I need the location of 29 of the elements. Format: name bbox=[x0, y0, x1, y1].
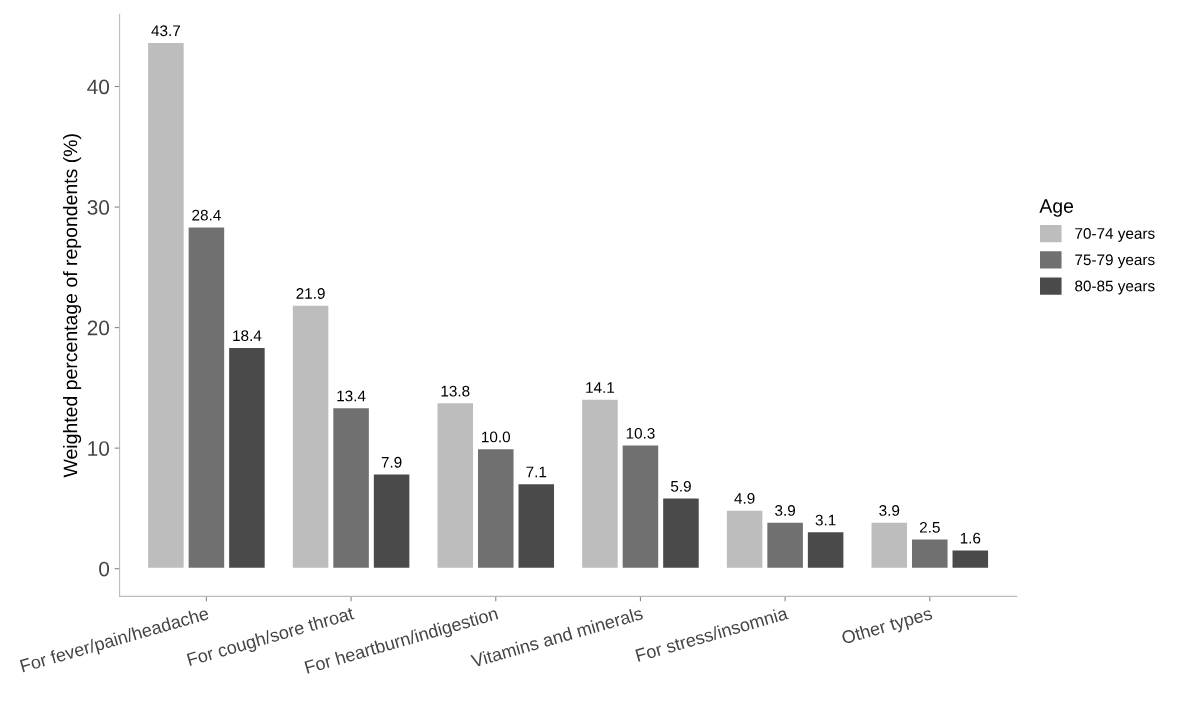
y-axis-title: Weighted percentage of repondents (%) bbox=[63, 134, 82, 478]
data-label: 28.4 bbox=[192, 209, 221, 221]
y-tick-label: 30 bbox=[87, 200, 110, 215]
data-label: 1.6 bbox=[960, 532, 981, 544]
data-label: 3.9 bbox=[879, 505, 900, 516]
y-tick-label: 20 bbox=[87, 320, 110, 336]
y-tick-label: 40 bbox=[87, 79, 110, 95]
data-label: 10.3 bbox=[626, 427, 655, 439]
data-label: 7.9 bbox=[381, 456, 402, 468]
data-label: 14.1 bbox=[586, 382, 615, 393]
legend-title: Age bbox=[1039, 199, 1074, 217]
data-label: 13.8 bbox=[441, 385, 470, 397]
y-tick-label: 10 bbox=[88, 441, 110, 456]
data-label: 13.4 bbox=[337, 390, 366, 402]
legend-label: 75-79 years bbox=[1075, 254, 1155, 269]
data-label: 5.9 bbox=[670, 480, 691, 492]
data-label: 2.5 bbox=[919, 521, 940, 533]
data-label: 43.7 bbox=[151, 25, 180, 37]
data-label: 18.4 bbox=[233, 330, 262, 342]
y-tick-label: 0 bbox=[99, 561, 110, 577]
data-label: 3.1 bbox=[815, 514, 836, 526]
data-label: 7.1 bbox=[526, 466, 547, 478]
legend-label: 70-74 years bbox=[1075, 228, 1155, 242]
x-tick-label: Other types bbox=[840, 606, 934, 648]
data-label: 3.9 bbox=[775, 505, 796, 516]
data-label: 21.9 bbox=[296, 288, 325, 299]
legend-label: 80-85 years bbox=[1075, 280, 1155, 295]
data-label: 10.0 bbox=[482, 431, 511, 443]
data-label: 4.9 bbox=[734, 493, 755, 504]
